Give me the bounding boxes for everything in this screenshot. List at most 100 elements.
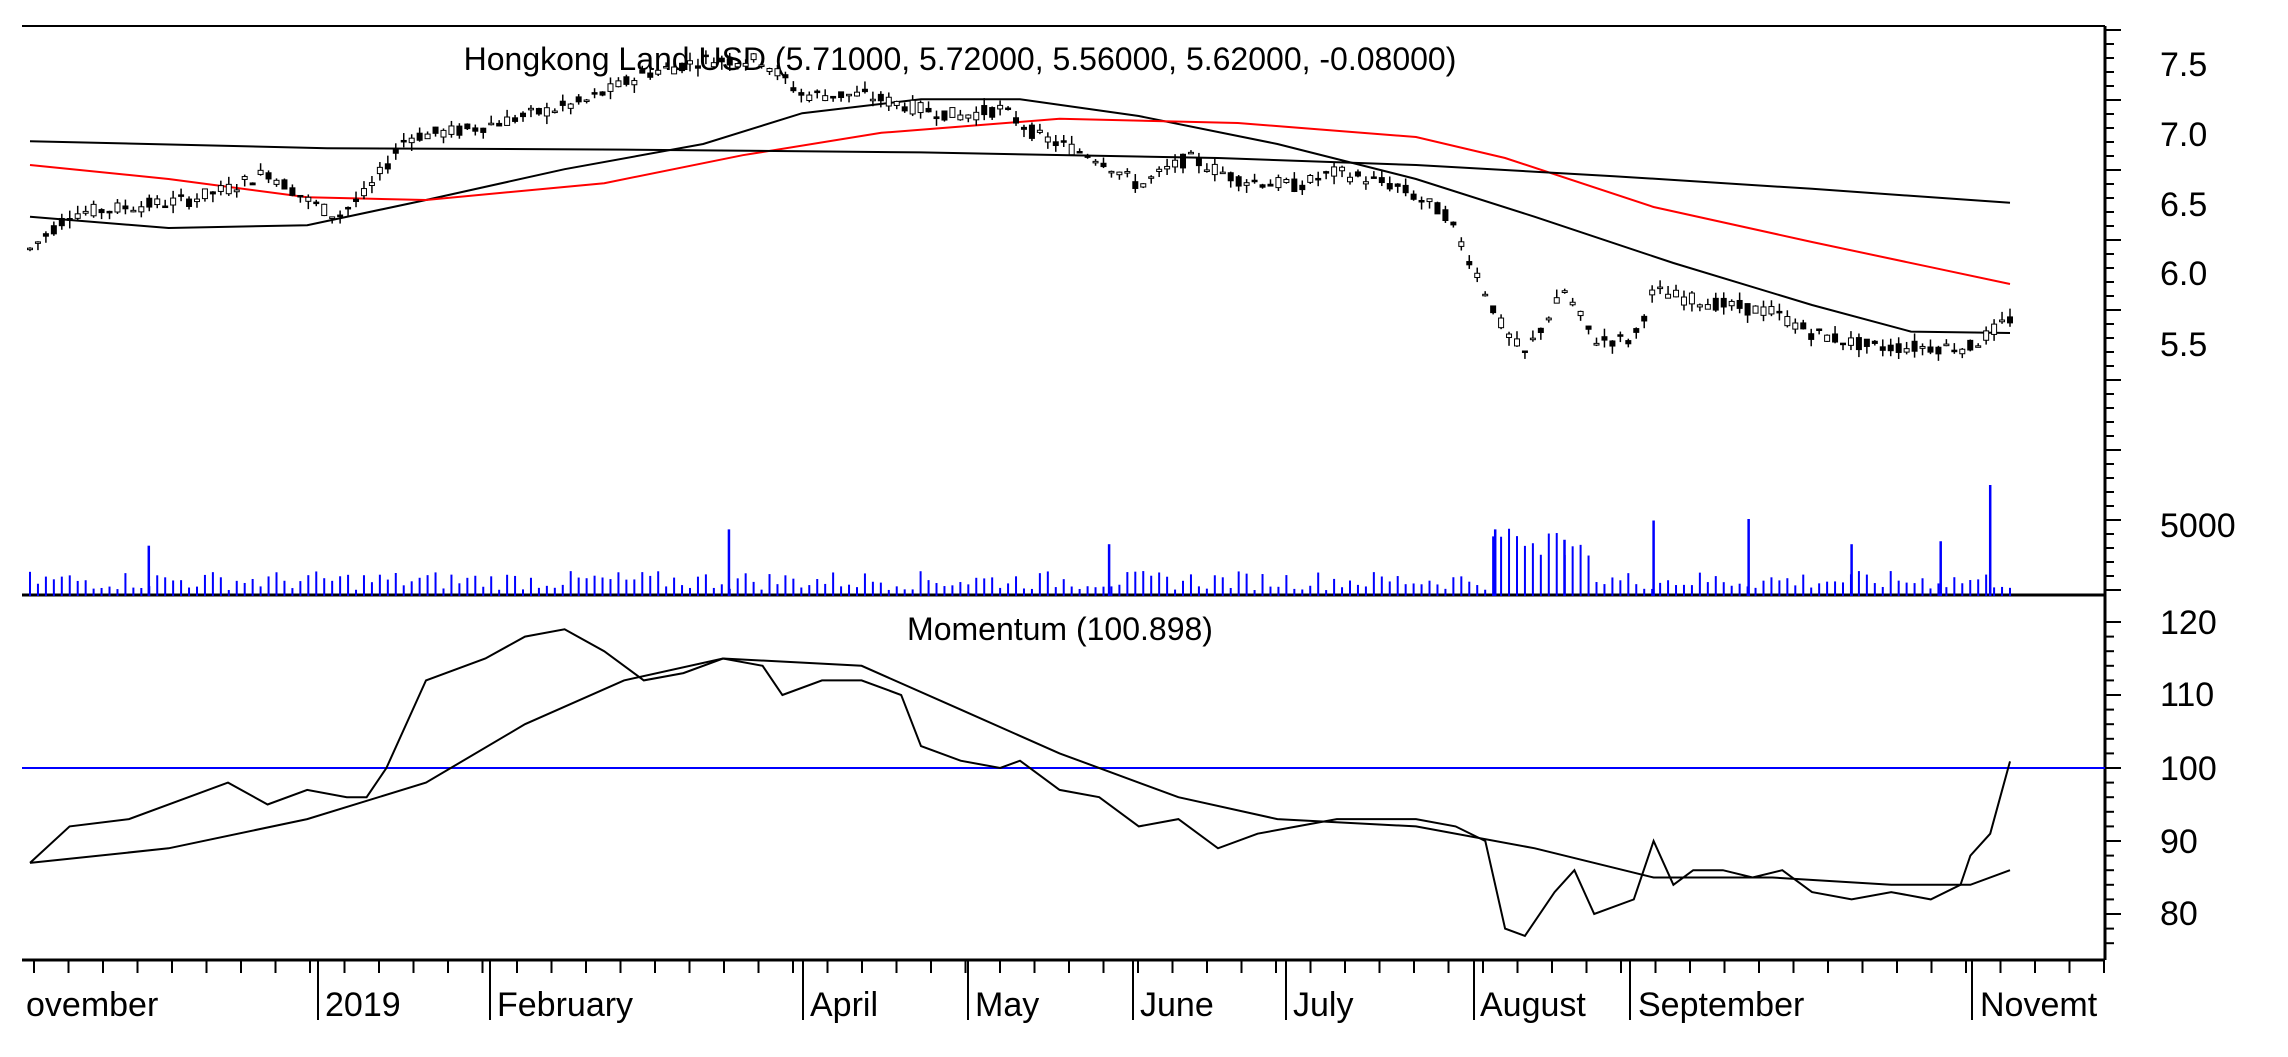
price-candle-body: [655, 69, 662, 75]
momentum-tick-label: 110: [2160, 676, 2214, 714]
momentum-tick-label: 100: [2160, 750, 2217, 788]
price-candle-body: [1180, 153, 1187, 169]
price-candle-body: [1649, 289, 1656, 296]
price-candle-body: [1362, 181, 1369, 185]
price-candle-body: [1490, 305, 1497, 314]
price-candle-body: [1219, 171, 1226, 175]
price-candle-body: [901, 106, 908, 112]
price-candle-body: [981, 105, 988, 116]
price-candle-body: [1116, 171, 1123, 176]
price-candle-body: [1561, 290, 1568, 293]
price-candle-body: [1847, 337, 1854, 346]
x-axis-label: April: [810, 986, 878, 1024]
price-candle-body: [885, 96, 892, 107]
price-candle-body: [1251, 179, 1258, 183]
price-candle-body: [233, 189, 240, 193]
price-candle-body: [1410, 193, 1417, 200]
price-candle-body: [1712, 297, 1719, 311]
price-candle-body: [106, 210, 113, 214]
price-candle-body: [949, 107, 956, 118]
price-candle-body: [1243, 182, 1250, 186]
price-candle-body: [1013, 117, 1020, 124]
price-candle-body: [734, 63, 741, 68]
price-candle-body: [1339, 166, 1346, 172]
price-candle-body: [225, 183, 232, 195]
price-candle-body: [1569, 301, 1576, 306]
price-candle-body: [1378, 177, 1385, 184]
price-candle-body: [1148, 176, 1155, 179]
price-candle-body: [1323, 171, 1330, 174]
price-candle-body: [480, 127, 487, 133]
price-candle-body: [1696, 304, 1703, 308]
x-axis-label: 2019: [325, 986, 401, 1024]
price-candle-body: [1172, 159, 1179, 168]
price-candle-body: [687, 60, 693, 65]
price-candle-body: [1482, 293, 1489, 297]
price-candle-body: [432, 126, 439, 134]
price-tick-label: 7.0: [2160, 116, 2207, 154]
price-candle-body: [1132, 181, 1139, 189]
price-candle-body: [1052, 141, 1059, 147]
price-candle-body: [1545, 317, 1552, 321]
price-candle-body: [464, 123, 471, 130]
price-candle-body: [671, 66, 678, 75]
price-candle-body: [838, 91, 845, 99]
price-candle-body: [1044, 136, 1051, 143]
price-candle-body: [973, 111, 980, 121]
price-candle-body: [1744, 303, 1751, 316]
x-axis-label: February: [497, 986, 633, 1024]
price-candle-body: [1108, 170, 1115, 174]
price-candle-body: [1195, 158, 1202, 167]
price-candle-body: [82, 210, 89, 214]
price-candle-body: [1092, 160, 1099, 164]
x-axis-label: June: [1140, 986, 1214, 1024]
price-candle-body: [599, 91, 606, 96]
price-candle-body: [504, 116, 511, 126]
price-candle-body: [798, 92, 805, 96]
price-candle-body: [178, 194, 185, 197]
price-candle-body: [1060, 140, 1067, 143]
momentum-line: [29, 628, 2011, 938]
price-candle-body: [575, 96, 582, 103]
price-candle-body: [241, 176, 248, 180]
price-candle-body: [925, 107, 932, 113]
price-candle-body: [201, 188, 208, 200]
price-candle-body: [1577, 310, 1584, 317]
price-tick-label: 7.5: [2160, 46, 2207, 84]
price-candle-body: [1124, 171, 1131, 174]
price-chart-title: Hongkong Land USD (5.71000, 5.72000, 5.5…: [464, 41, 1457, 77]
price-candle-body: [1474, 272, 1481, 279]
price-candle-body: [416, 132, 423, 141]
price-candle-body: [1641, 315, 1648, 322]
price-candle-body: [1752, 305, 1759, 314]
price-candle-body: [400, 139, 407, 143]
price-candle-body: [138, 206, 145, 213]
price-candle-body: [941, 110, 948, 121]
price-candle-body: [512, 117, 519, 122]
price-candle-body: [1291, 178, 1298, 193]
x-axis-label: July: [1293, 986, 1353, 1024]
price-candle-body: [694, 65, 701, 69]
price-candle-body: [193, 198, 200, 203]
price-candle-body: [846, 93, 853, 97]
price-candle-body: [1426, 198, 1433, 203]
price-candle-body: [639, 69, 646, 74]
price-candle-body: [790, 87, 797, 92]
moving-average-line: [29, 98, 2011, 334]
price-candle-body: [1164, 165, 1171, 170]
price-candle-body: [1227, 172, 1234, 182]
price-candle-body: [130, 209, 137, 213]
price-candle-body: [917, 102, 924, 114]
price-candle-body: [1307, 175, 1314, 183]
price-candle-body: [329, 216, 336, 220]
price-candle-body: [718, 57, 725, 63]
price-candle-body: [822, 95, 829, 102]
price-candle-body: [1720, 297, 1727, 308]
price-candle-body: [750, 53, 757, 61]
price-candle-body: [170, 197, 177, 206]
price-candle-body: [1506, 333, 1513, 339]
price-candle-body: [1919, 345, 1926, 349]
price-candle-body: [321, 203, 328, 217]
